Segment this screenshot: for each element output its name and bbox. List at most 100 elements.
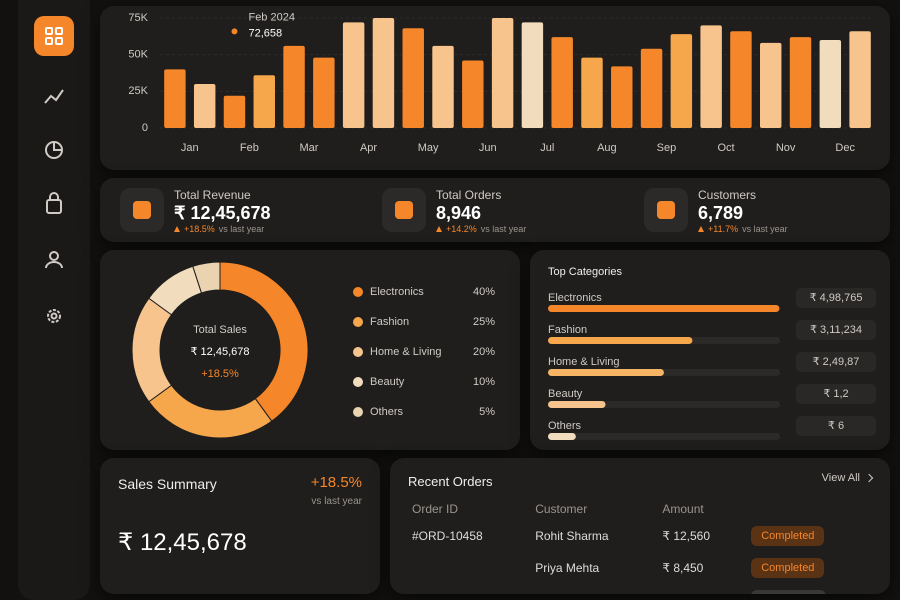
order-amount: ₹ 12,560: [662, 529, 711, 543]
hbar-label: Electronics: [548, 292, 602, 304]
hbar-value-label: ₹ 6: [828, 420, 844, 432]
bar: [730, 31, 752, 129]
donut-card: Electronics 40% Fashion 25% Home & Living 20%…: [100, 250, 520, 450]
sales-summary-card: Sales Summary ₹ 12,45,678 +18.5% vs last…: [100, 458, 380, 594]
order-customer: [529, 584, 656, 594]
hbar: [548, 305, 780, 312]
order-amount: ₹ 8,450: [662, 561, 704, 575]
kpi-note: vs last year: [742, 224, 788, 234]
bar: [760, 42, 782, 128]
legend-value: 25%: [473, 316, 495, 328]
hbar: [548, 401, 606, 408]
hbar-value-box: [796, 320, 876, 340]
donut-slice: [131, 297, 173, 403]
order-status-cell: Completed: [745, 520, 874, 552]
kpi-label: Customers: [698, 188, 757, 202]
hbar: [548, 337, 693, 344]
kpi-label: Total Revenue: [174, 188, 251, 202]
kpi-note: vs last year: [480, 224, 527, 234]
sidebar: [18, 0, 90, 600]
bar: [164, 69, 186, 128]
bar-chart: 0 25K 50K 75K Jan Feb Mar Apr May Jun Jul Aug Sep Oct…: [128, 11, 875, 154]
kpi-change-value: +18.5%: [174, 224, 215, 234]
legend-dot: [353, 377, 363, 387]
bar: [193, 84, 216, 128]
recent-orders-card: Recent Orders View All Order ID Customer A…: [390, 458, 890, 594]
bar: [581, 57, 603, 128]
donut-chart: Electronics 40% Fashion 25% Home & Living 20%…: [131, 261, 495, 439]
annotation-label: Feb 2024: [248, 11, 294, 23]
orders-table: Order ID Customer Amount #ORD-10458 Rohit Sh…: [406, 498, 874, 594]
hbar-value-label: ₹ 2,49,87: [813, 356, 860, 368]
nav-dashboard[interactable]: [34, 16, 74, 56]
x-tick-label: Oct: [717, 142, 734, 154]
nav-products[interactable]: [34, 184, 74, 224]
column-header: Customer: [535, 502, 588, 516]
annotation-value: 72,658: [248, 27, 282, 39]
kpi-note: vs last year: [218, 224, 265, 234]
hbar-value-label: ₹ 3,11,234: [810, 324, 862, 336]
y-tick-label: 75K: [128, 12, 148, 24]
donut-title: Total Sales: [193, 324, 247, 336]
column-header-status: [745, 498, 874, 520]
status-badge: Processing: [751, 590, 826, 594]
bar: [313, 57, 335, 128]
legend-dot: [353, 347, 363, 357]
bar: [491, 18, 514, 128]
donut-total: ₹ 12,45,678: [191, 346, 250, 358]
bar: [789, 37, 812, 128]
bar: [670, 34, 693, 128]
order-customer: Rohit Sharma: [535, 529, 609, 543]
kpi-change-value: +14.2%: [436, 224, 477, 234]
hbar-value-label: ₹ 4,98,765: [810, 292, 863, 304]
legend-label: Others: [370, 406, 404, 418]
x-tick-label: Jul: [540, 142, 554, 154]
bar: [849, 31, 871, 129]
y-tick-label: 25K: [128, 85, 148, 97]
kpi-strip: Total Revenue ₹ 12,45,678 +18.5% vs last ye…: [100, 178, 890, 242]
legend-label: Home & Living: [370, 346, 442, 358]
order-status-cell: Processing: [745, 584, 874, 594]
x-tick-label: May: [418, 142, 439, 154]
hbar-value-box: [796, 352, 876, 372]
legend-dot: [353, 287, 363, 297]
x-tick-label: Jun: [479, 142, 497, 154]
order-id: [406, 584, 529, 594]
hbar-label: Home & Living: [548, 356, 620, 368]
bar: [402, 28, 424, 129]
bar: [819, 40, 842, 128]
legend-dot: [353, 317, 363, 327]
legend-label: Electronics: [370, 286, 424, 298]
nav-customers[interactable]: [34, 240, 74, 280]
x-tick-label: Jan: [181, 142, 199, 154]
view-all[interactable]: View All: [822, 472, 872, 484]
x-tick-label: Aug: [597, 142, 617, 154]
bar: [372, 18, 395, 128]
bar: [283, 45, 305, 128]
summary-change: +18.5%: [310, 474, 362, 491]
nav-reports[interactable]: [34, 130, 74, 170]
kpi-change: +14.2% vs last year: [436, 224, 526, 234]
status-badge: Completed: [751, 526, 825, 546]
hbar: [548, 433, 576, 440]
nav-settings[interactable]: [34, 296, 74, 336]
hbar-track: [548, 401, 780, 408]
top-categories-card: Top Categories Electronics ₹ 4,98,765 Fashi…: [530, 250, 890, 450]
bar: [342, 22, 365, 128]
bar: [432, 45, 454, 128]
nav-analytics[interactable]: [34, 76, 74, 116]
order-amount: ₹ 6,780: [656, 584, 745, 594]
order-id: [406, 552, 529, 584]
bar: [640, 48, 663, 128]
x-tick-label: Sep: [657, 142, 677, 154]
summary-value: ₹ 12,45,678: [118, 529, 247, 556]
legend-label: Beauty: [370, 376, 405, 388]
x-tick-label: Dec: [835, 142, 855, 154]
annotation-dot: [231, 28, 238, 35]
kpi-label: Total Orders: [436, 188, 502, 202]
y-tick-label: 50K: [128, 49, 148, 61]
kpi-icon: [120, 188, 164, 232]
bar: [700, 25, 722, 128]
legend-value: 5%: [479, 406, 495, 418]
hbar-value-box: [796, 384, 876, 404]
